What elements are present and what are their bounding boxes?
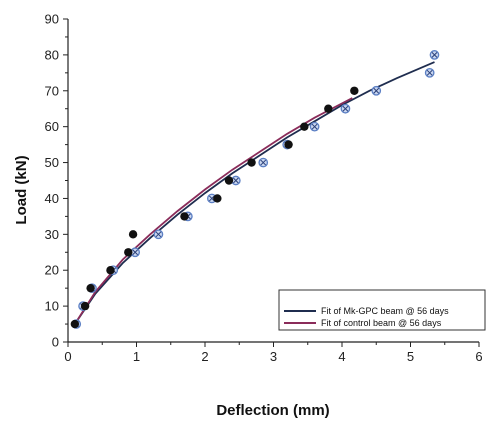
data-point-mk-gpc-cross (260, 159, 267, 166)
data-point-mk-gpc-cross (232, 177, 239, 184)
y-axis-title: Load (kN) (13, 155, 30, 224)
data-point-control (80, 301, 90, 311)
data-point-mk-gpc-cross (426, 69, 433, 76)
x-tick-label: 4 (338, 349, 345, 364)
data-point-mk-gpc-cross (311, 123, 318, 130)
y-tick-label: 80 (45, 47, 59, 62)
x-tick-label: 5 (407, 349, 414, 364)
y-tick-label: 90 (45, 12, 59, 27)
y-tick-label: 0 (52, 335, 59, 350)
data-point-control (106, 266, 115, 275)
data-point-control (324, 104, 333, 113)
y-tick-label: 60 (45, 119, 59, 134)
x-tick-label: 2 (201, 349, 208, 364)
y-tick-label: 30 (45, 227, 59, 242)
data-point-control (224, 176, 234, 185)
data-point-control (86, 283, 95, 293)
x-tick-label: 0 (64, 349, 71, 364)
data-point-control (213, 194, 222, 203)
data-point-mk-gpc-cross (373, 87, 380, 94)
data-point-control (284, 140, 293, 149)
y-tick-label: 70 (45, 83, 59, 98)
data-point-control (300, 122, 309, 131)
y-tick-label: 20 (45, 263, 59, 278)
data-point-control (124, 248, 133, 257)
data-point-control (128, 230, 138, 239)
legend-label-mk-gpc-fit: Fit of Mk-GPC beam @ 56 days (321, 306, 449, 316)
plot-area (70, 50, 440, 329)
data-point-mk-gpc-cross (132, 249, 138, 256)
data-point-control (247, 158, 256, 167)
y-tick-label: 10 (45, 299, 59, 314)
legend-label-control-fit: Fit of control beam @ 56 days (321, 318, 442, 328)
x-tick-label: 6 (475, 349, 482, 364)
fit-line-mk-gpc (74, 61, 435, 325)
legend: Fit of Mk-GPC beam @ 56 days Fit of cont… (278, 289, 486, 331)
data-point-mk-gpc-cross (155, 231, 162, 238)
x-tick-label: 1 (133, 349, 140, 364)
y-tick-label: 40 (45, 191, 59, 206)
y-tick-label: 50 (45, 155, 59, 170)
x-axis-title: Deflection (mm) (216, 402, 329, 419)
x-tick-label: 3 (270, 349, 277, 364)
data-point-mk-gpc-cross (342, 105, 349, 112)
data-point-control (350, 86, 359, 95)
data-point-control (180, 212, 189, 221)
data-point-control (70, 319, 80, 329)
data-point-mk-gpc-cross (431, 52, 438, 58)
